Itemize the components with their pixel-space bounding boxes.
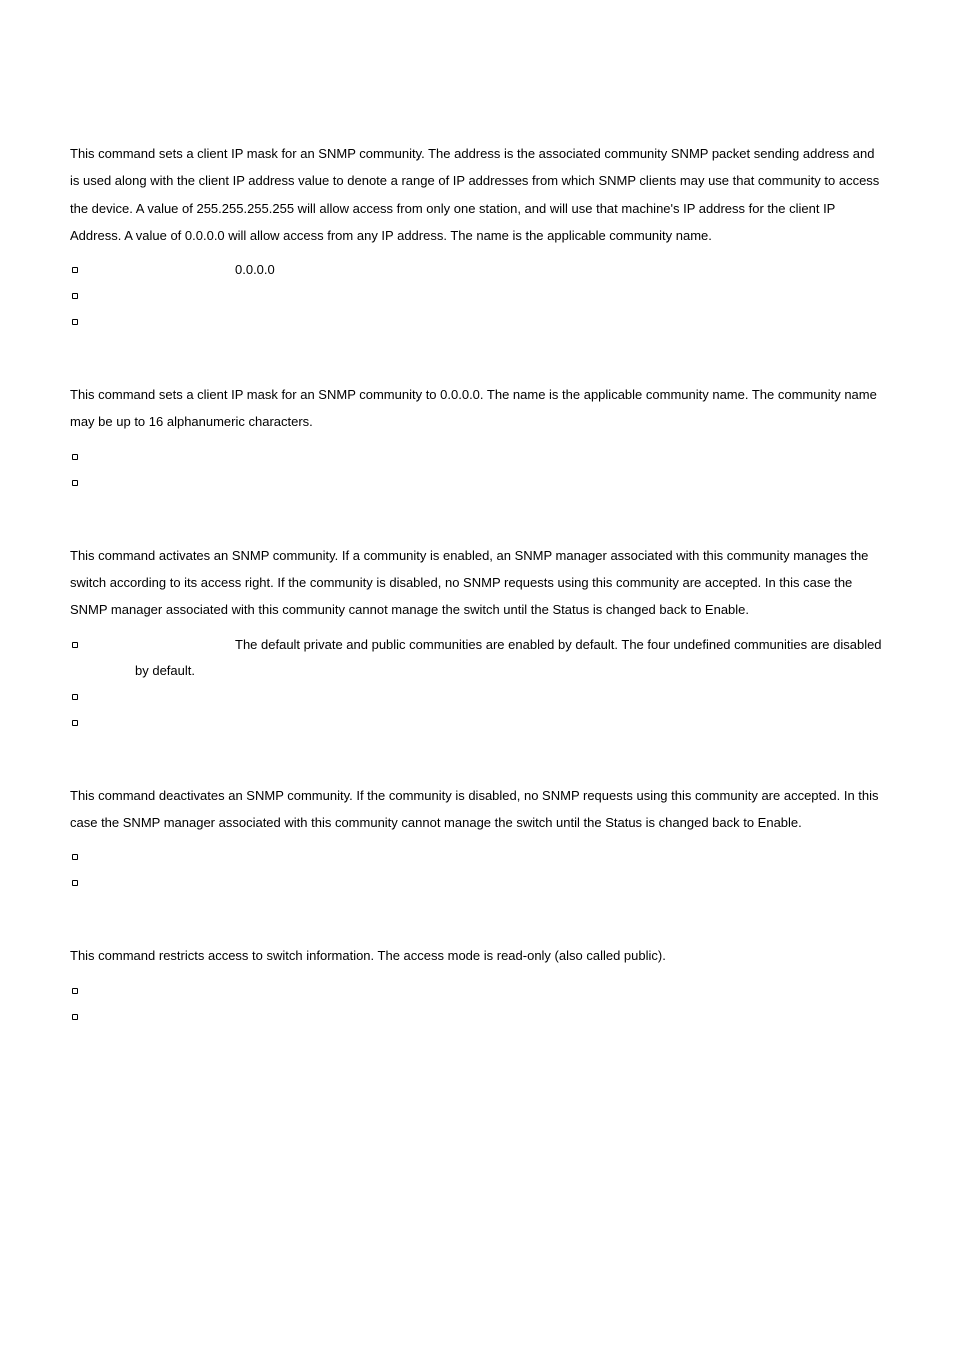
bullet-value: The default private and public communiti… — [135, 637, 882, 678]
section-description: This command restricts access to switch … — [70, 942, 884, 969]
section-description: This command sets a client IP mask for a… — [70, 381, 884, 436]
bullet-item — [70, 1004, 884, 1030]
bullet-item — [70, 283, 884, 309]
bullet-list — [70, 978, 884, 1030]
bullet-item — [70, 470, 884, 496]
section-ipmask-reset: This command sets a client IP mask for a… — [70, 381, 884, 496]
document-content: This command sets a client IP mask for a… — [0, 0, 954, 1136]
section-readonly: This command restricts access to switch … — [70, 942, 884, 1029]
bullet-list — [70, 844, 884, 896]
bullet-list: 0.0.0.0 — [70, 257, 884, 335]
section-description: This command sets a client IP mask for a… — [70, 140, 884, 249]
bullet-item — [70, 444, 884, 470]
section-activate: This command activates an SNMP community… — [70, 542, 884, 736]
bullet-item-default: 0.0.0.0 — [70, 257, 884, 283]
bullet-item — [70, 309, 884, 335]
section-deactivate: This command deactivates an SNMP communi… — [70, 782, 884, 897]
bullet-item — [70, 870, 884, 896]
section-description: This command activates an SNMP community… — [70, 542, 884, 624]
bullet-item-default: The default private and public communiti… — [70, 632, 884, 684]
section-ipmask-set: This command sets a client IP mask for a… — [70, 140, 884, 335]
bullet-value: 0.0.0.0 — [235, 262, 275, 277]
bullet-list: The default private and public communiti… — [70, 632, 884, 736]
section-description: This command deactivates an SNMP communi… — [70, 782, 884, 837]
bullet-list — [70, 444, 884, 496]
bullet-item — [70, 710, 884, 736]
bullet-item — [70, 844, 884, 870]
bullet-item — [70, 978, 884, 1004]
bullet-item — [70, 684, 884, 710]
